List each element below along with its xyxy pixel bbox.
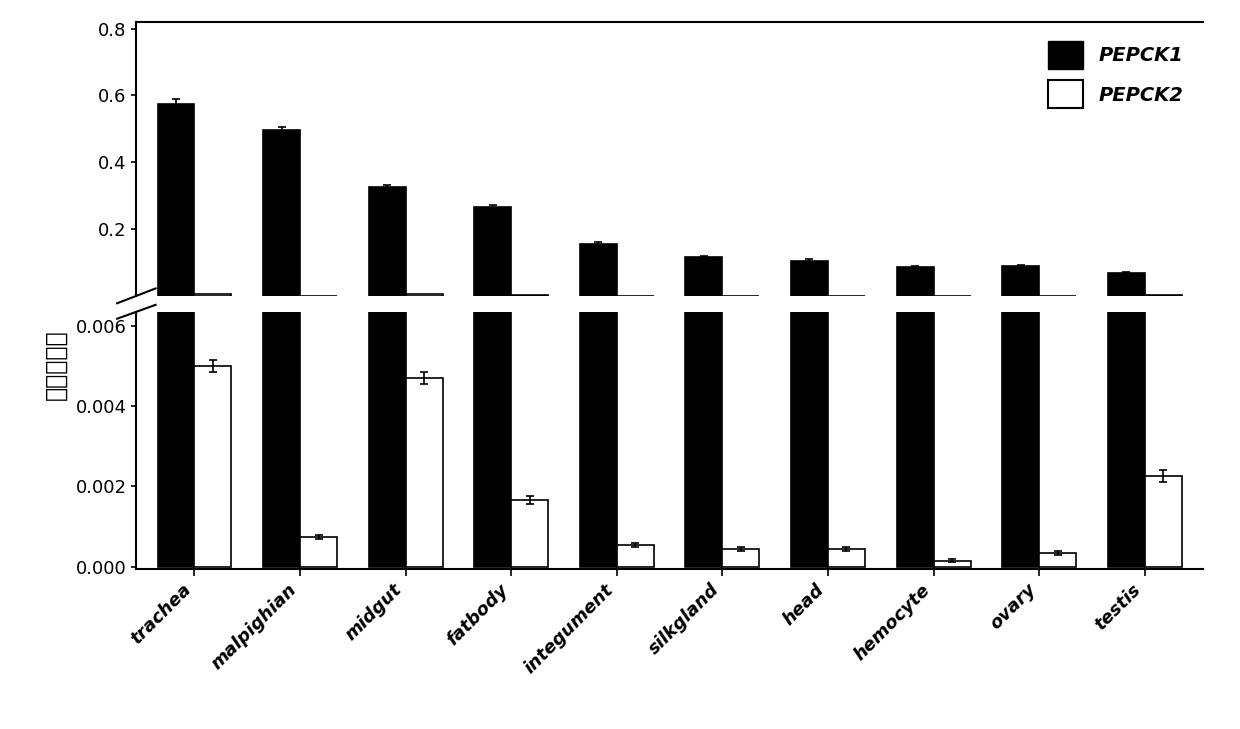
Bar: [263, 130, 300, 296]
Bar: [157, 312, 195, 566]
Bar: [1145, 476, 1182, 566]
Bar: [1002, 266, 1039, 296]
Bar: [157, 104, 195, 296]
Bar: [368, 187, 405, 296]
Bar: [791, 261, 828, 296]
Bar: [897, 268, 934, 296]
Bar: [195, 295, 232, 296]
Bar: [580, 244, 616, 296]
Bar: [195, 366, 232, 566]
Bar: [828, 548, 866, 566]
Bar: [686, 312, 723, 566]
Bar: [263, 312, 300, 566]
Bar: [616, 545, 653, 566]
Bar: [723, 548, 759, 566]
Bar: [474, 312, 511, 566]
Bar: [511, 500, 548, 566]
Bar: [405, 378, 443, 566]
Bar: [580, 312, 616, 566]
Bar: [1107, 273, 1145, 296]
Bar: [368, 312, 405, 566]
Bar: [934, 561, 971, 566]
Bar: [405, 295, 443, 296]
Bar: [791, 312, 828, 566]
Bar: [300, 537, 337, 566]
Bar: [1145, 295, 1182, 296]
Legend: PEPCK1, PEPCK2: PEPCK1, PEPCK2: [1038, 31, 1193, 117]
Text: 相对表达量: 相对表达量: [43, 330, 68, 399]
Bar: [686, 257, 723, 296]
Bar: [1107, 312, 1145, 566]
Bar: [897, 312, 934, 566]
Bar: [1039, 553, 1076, 566]
Bar: [1002, 312, 1039, 566]
Bar: [474, 207, 511, 296]
